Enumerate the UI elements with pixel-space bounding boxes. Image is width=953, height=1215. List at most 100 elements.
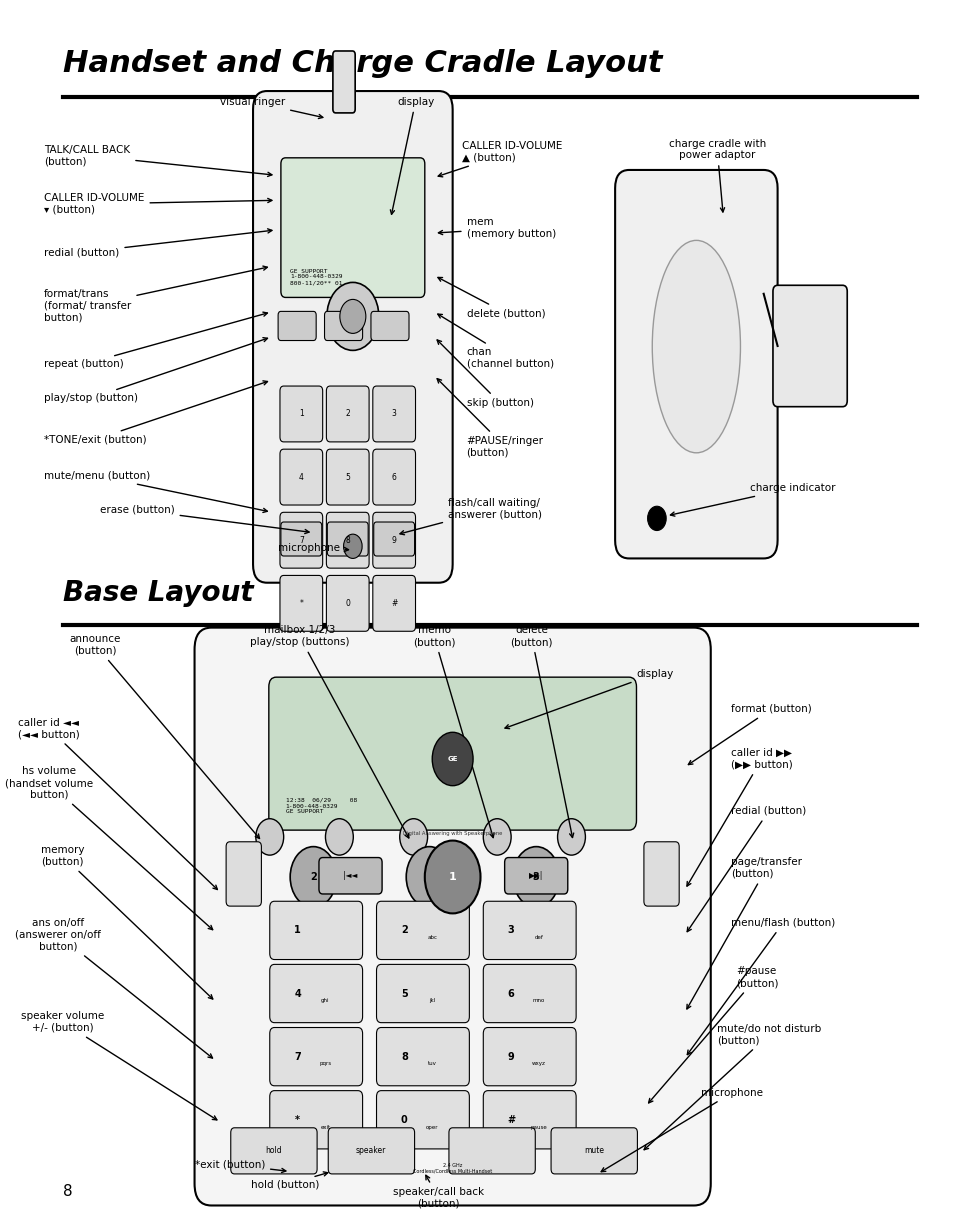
FancyBboxPatch shape xyxy=(373,576,416,632)
Text: CALLER ID-VOLUME
▾ (button): CALLER ID-VOLUME ▾ (button) xyxy=(44,193,272,215)
FancyBboxPatch shape xyxy=(318,858,382,894)
Text: abc: abc xyxy=(427,936,436,940)
FancyBboxPatch shape xyxy=(376,902,469,960)
Circle shape xyxy=(483,819,511,855)
Text: *: * xyxy=(299,599,303,608)
Text: 1: 1 xyxy=(448,872,456,882)
Text: mailbox 1/2/3
play/stop (buttons): mailbox 1/2/3 play/stop (buttons) xyxy=(250,626,409,838)
FancyBboxPatch shape xyxy=(226,842,261,906)
Text: microphone: microphone xyxy=(600,1087,762,1171)
Text: flash/call waiting/
answerer (button): flash/call waiting/ answerer (button) xyxy=(399,498,541,535)
Text: 8: 8 xyxy=(63,1185,72,1199)
Text: skip (button): skip (button) xyxy=(436,340,533,408)
FancyBboxPatch shape xyxy=(194,628,710,1205)
Text: mno: mno xyxy=(532,999,544,1004)
FancyBboxPatch shape xyxy=(643,842,679,906)
Text: 4: 4 xyxy=(294,989,300,999)
Circle shape xyxy=(399,819,427,855)
Text: chan
(channel button): chan (channel button) xyxy=(437,315,553,369)
FancyBboxPatch shape xyxy=(279,450,322,505)
Text: format (button): format (button) xyxy=(688,703,811,764)
Text: oper: oper xyxy=(426,1125,438,1130)
Text: CALLER ID-VOLUME
▲ (button): CALLER ID-VOLUME ▲ (button) xyxy=(437,141,561,177)
FancyBboxPatch shape xyxy=(326,513,369,569)
Text: erase (button): erase (button) xyxy=(100,505,309,533)
Text: menu/flash (button): menu/flash (button) xyxy=(686,917,835,1055)
Text: 5: 5 xyxy=(400,989,407,999)
Text: 12:38  06/29     08
1-800-448-0329
GE SUPPORT: 12:38 06/29 08 1-800-448-0329 GE SUPPORT xyxy=(285,798,356,814)
Text: ghi: ghi xyxy=(321,999,330,1004)
Text: visual ringer: visual ringer xyxy=(220,97,322,119)
Text: 0: 0 xyxy=(345,599,350,608)
Text: 5: 5 xyxy=(345,473,350,481)
FancyBboxPatch shape xyxy=(270,1091,362,1149)
Text: mem
(memory button): mem (memory button) xyxy=(438,217,556,239)
Circle shape xyxy=(255,819,283,855)
FancyBboxPatch shape xyxy=(270,1028,362,1086)
FancyBboxPatch shape xyxy=(551,1128,637,1174)
Text: pause: pause xyxy=(530,1125,547,1130)
Text: #PAUSE/ringer
(button): #PAUSE/ringer (button) xyxy=(436,379,543,458)
FancyBboxPatch shape xyxy=(279,576,322,632)
Text: 3: 3 xyxy=(507,926,514,936)
FancyBboxPatch shape xyxy=(483,902,576,960)
Text: redial (button): redial (button) xyxy=(686,806,805,932)
Circle shape xyxy=(343,535,362,559)
Text: 1: 1 xyxy=(294,926,300,936)
Text: 2: 2 xyxy=(345,409,350,418)
Text: announce
(button): announce (button) xyxy=(70,634,259,838)
Text: #pause
(button): #pause (button) xyxy=(648,966,778,1103)
Text: #: # xyxy=(507,1115,515,1125)
FancyBboxPatch shape xyxy=(373,513,416,569)
Circle shape xyxy=(557,819,585,855)
Text: GE SUPPORT
1-800-448-0329
800-11/20** 01: GE SUPPORT 1-800-448-0329 800-11/20** 01 xyxy=(290,269,342,286)
Text: *exit (button): *exit (button) xyxy=(194,1159,286,1172)
Text: 1: 1 xyxy=(298,409,303,418)
Text: wxyz: wxyz xyxy=(532,1062,545,1067)
Circle shape xyxy=(339,299,365,333)
FancyBboxPatch shape xyxy=(483,1028,576,1086)
Circle shape xyxy=(424,841,480,914)
Text: hold (button): hold (button) xyxy=(251,1171,328,1189)
Text: memo
(button): memo (button) xyxy=(413,626,494,837)
FancyBboxPatch shape xyxy=(270,902,362,960)
Text: memory
(button): memory (button) xyxy=(41,846,213,999)
Text: TALK/CALL BACK
(button): TALK/CALL BACK (button) xyxy=(44,145,272,176)
Text: 2.4 GHz
Cordless/Cordless Multi-Handset: 2.4 GHz Cordless/Cordless Multi-Handset xyxy=(413,1163,492,1174)
FancyBboxPatch shape xyxy=(326,450,369,505)
Text: 2: 2 xyxy=(400,926,407,936)
FancyBboxPatch shape xyxy=(615,170,777,559)
FancyBboxPatch shape xyxy=(483,1091,576,1149)
Text: def: def xyxy=(534,936,543,940)
Text: *TONE/exit (button): *TONE/exit (button) xyxy=(44,380,267,445)
FancyBboxPatch shape xyxy=(231,1128,316,1174)
Text: charge indicator: charge indicator xyxy=(670,484,835,516)
Text: mute: mute xyxy=(583,1147,603,1155)
Text: display: display xyxy=(504,668,673,729)
Text: exit: exit xyxy=(320,1125,330,1130)
Text: pqrs: pqrs xyxy=(319,1062,332,1067)
Circle shape xyxy=(513,847,558,908)
Text: caller id ◄◄
(◄◄ button): caller id ◄◄ (◄◄ button) xyxy=(18,718,217,889)
Text: 7: 7 xyxy=(294,1052,300,1062)
FancyBboxPatch shape xyxy=(327,522,368,556)
Text: caller id ▶▶
(▶▶ button): caller id ▶▶ (▶▶ button) xyxy=(686,748,792,886)
Text: mute/do not disturb
(button): mute/do not disturb (button) xyxy=(643,1023,821,1149)
FancyBboxPatch shape xyxy=(373,450,416,505)
FancyBboxPatch shape xyxy=(279,513,322,569)
Text: delete
(button): delete (button) xyxy=(510,626,573,837)
FancyBboxPatch shape xyxy=(253,91,452,583)
FancyBboxPatch shape xyxy=(483,965,576,1023)
Text: GE: GE xyxy=(447,756,457,762)
Text: 4: 4 xyxy=(298,473,303,481)
FancyBboxPatch shape xyxy=(376,1091,469,1149)
Text: #: # xyxy=(391,599,397,608)
Circle shape xyxy=(647,507,665,531)
Text: hold: hold xyxy=(265,1147,281,1155)
Text: play/stop (button): play/stop (button) xyxy=(44,338,267,403)
FancyBboxPatch shape xyxy=(449,1128,535,1174)
Text: ans on/off
(answerer on/off
button): ans on/off (answerer on/off button) xyxy=(15,919,213,1058)
FancyBboxPatch shape xyxy=(279,386,322,442)
FancyBboxPatch shape xyxy=(333,51,355,113)
Text: Digital Answering with Speakerphone: Digital Answering with Speakerphone xyxy=(402,831,502,836)
